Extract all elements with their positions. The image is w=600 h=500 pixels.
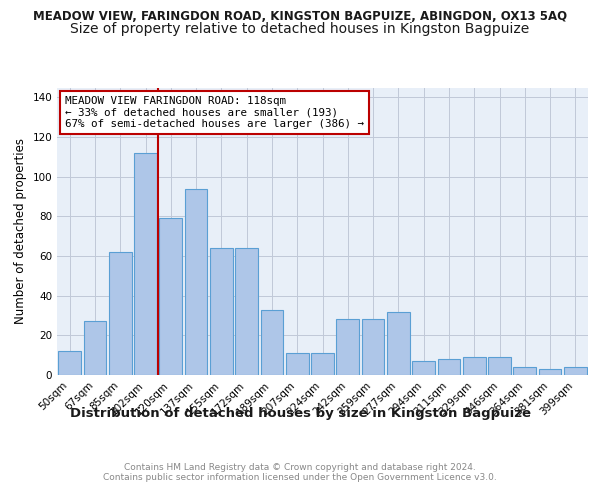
- Bar: [134, 153, 157, 375]
- Text: Contains HM Land Registry data © Crown copyright and database right 2024.: Contains HM Land Registry data © Crown c…: [124, 462, 476, 471]
- Bar: [160, 218, 182, 375]
- Bar: [337, 320, 359, 375]
- Text: Size of property relative to detached houses in Kingston Bagpuize: Size of property relative to detached ho…: [70, 22, 530, 36]
- Y-axis label: Number of detached properties: Number of detached properties: [14, 138, 27, 324]
- Bar: [412, 361, 435, 375]
- Bar: [387, 312, 410, 375]
- Text: MEADOW VIEW, FARINGDON ROAD, KINGSTON BAGPUIZE, ABINGDON, OX13 5AQ: MEADOW VIEW, FARINGDON ROAD, KINGSTON BA…: [33, 10, 567, 23]
- Bar: [286, 353, 308, 375]
- Bar: [463, 357, 485, 375]
- Bar: [362, 320, 385, 375]
- Bar: [210, 248, 233, 375]
- Bar: [58, 351, 81, 375]
- Bar: [109, 252, 131, 375]
- Bar: [311, 353, 334, 375]
- Bar: [514, 367, 536, 375]
- Text: Distribution of detached houses by size in Kingston Bagpuize: Distribution of detached houses by size …: [70, 408, 530, 420]
- Bar: [83, 322, 106, 375]
- Bar: [564, 367, 587, 375]
- Bar: [539, 369, 562, 375]
- Bar: [185, 188, 208, 375]
- Bar: [437, 359, 460, 375]
- Bar: [488, 357, 511, 375]
- Text: MEADOW VIEW FARINGDON ROAD: 118sqm
← 33% of detached houses are smaller (193)
67: MEADOW VIEW FARINGDON ROAD: 118sqm ← 33%…: [65, 96, 364, 130]
- Text: Contains public sector information licensed under the Open Government Licence v3: Contains public sector information licen…: [103, 474, 497, 482]
- Bar: [260, 310, 283, 375]
- Bar: [235, 248, 258, 375]
